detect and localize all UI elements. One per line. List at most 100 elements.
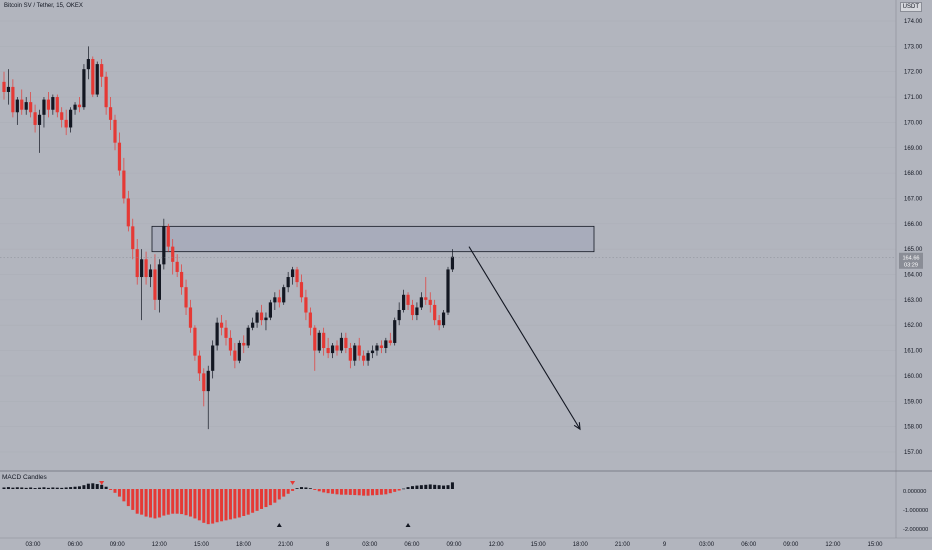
candle[interactable] xyxy=(450,256,455,270)
candle[interactable] xyxy=(197,355,201,374)
candle[interactable] xyxy=(224,327,228,338)
candle[interactable] xyxy=(55,97,59,113)
candle[interactable] xyxy=(335,345,339,351)
candle[interactable] xyxy=(317,332,321,351)
candle[interactable] xyxy=(428,299,432,305)
candle[interactable] xyxy=(242,342,246,346)
candle[interactable] xyxy=(237,342,241,361)
candle[interactable] xyxy=(388,340,392,343)
candle[interactable] xyxy=(144,259,148,278)
candle[interactable] xyxy=(286,277,290,288)
candle[interactable] xyxy=(29,102,33,113)
candle[interactable] xyxy=(117,142,122,171)
indicator-axis[interactable]: 0.000000 -1.000000 -2.000000 xyxy=(903,489,928,533)
candle[interactable] xyxy=(171,246,175,262)
candle[interactable] xyxy=(20,99,24,110)
candle[interactable] xyxy=(357,345,361,356)
currency-badge[interactable]: USDT xyxy=(899,2,922,12)
candle[interactable] xyxy=(131,226,135,250)
candle[interactable] xyxy=(157,264,161,300)
candle[interactable] xyxy=(86,59,90,70)
candle[interactable] xyxy=(108,107,113,120)
candle[interactable] xyxy=(424,297,428,300)
candle[interactable] xyxy=(122,170,126,199)
candle[interactable] xyxy=(69,109,73,128)
candle[interactable] xyxy=(77,104,82,108)
candle[interactable] xyxy=(393,320,397,343)
candle[interactable] xyxy=(73,104,77,110)
candle[interactable] xyxy=(277,297,281,303)
candle[interactable] xyxy=(219,322,224,328)
candle[interactable] xyxy=(370,350,375,354)
candle[interactable] xyxy=(24,102,28,110)
candle[interactable] xyxy=(259,312,264,321)
candle[interactable] xyxy=(51,97,55,110)
candle[interactable] xyxy=(215,322,219,346)
candle[interactable] xyxy=(42,99,46,115)
candle[interactable] xyxy=(104,76,108,108)
candles[interactable] xyxy=(2,46,455,430)
candle[interactable] xyxy=(446,269,450,313)
forecast-arrow[interactable] xyxy=(468,246,581,431)
candle[interactable] xyxy=(184,287,188,308)
candle[interactable] xyxy=(339,337,344,351)
candle[interactable] xyxy=(46,99,50,110)
candle[interactable] xyxy=(410,304,415,316)
candle[interactable] xyxy=(255,312,259,323)
candle[interactable] xyxy=(166,226,170,247)
candle[interactable] xyxy=(95,64,99,95)
candle[interactable] xyxy=(379,345,383,349)
candle[interactable] xyxy=(299,282,304,298)
candle[interactable] xyxy=(308,312,312,328)
candle[interactable] xyxy=(419,297,423,308)
supply-zone[interactable] xyxy=(151,225,595,253)
candle[interactable] xyxy=(126,198,130,227)
candle[interactable] xyxy=(264,317,268,321)
candle[interactable] xyxy=(148,269,153,278)
candle[interactable] xyxy=(37,114,42,125)
symbol-legend[interactable]: Bitcoin SV / Tether, 15, OKEX xyxy=(4,3,83,9)
candle[interactable] xyxy=(437,320,441,326)
candle[interactable] xyxy=(2,81,6,92)
candle[interactable] xyxy=(362,355,366,361)
candle[interactable] xyxy=(375,345,379,351)
candle[interactable] xyxy=(64,119,68,128)
candle[interactable] xyxy=(402,294,406,310)
candle[interactable] xyxy=(153,269,157,300)
candle[interactable] xyxy=(135,249,139,278)
candle[interactable] xyxy=(353,345,357,361)
candle[interactable] xyxy=(193,327,197,356)
candle[interactable] xyxy=(251,322,255,328)
candle[interactable] xyxy=(180,271,184,288)
candle[interactable] xyxy=(206,370,210,392)
zone-layer[interactable] xyxy=(151,225,595,253)
candle[interactable] xyxy=(406,294,410,305)
candle[interactable] xyxy=(228,337,233,351)
candle[interactable] xyxy=(326,348,330,354)
candle[interactable] xyxy=(304,297,308,313)
candle[interactable] xyxy=(366,353,370,361)
forecast-arrow-line[interactable] xyxy=(468,246,581,430)
candle[interactable] xyxy=(348,348,352,361)
candle[interactable] xyxy=(397,309,401,321)
candle[interactable] xyxy=(60,112,64,120)
candle[interactable] xyxy=(211,345,215,371)
candle[interactable] xyxy=(33,112,37,125)
candle[interactable] xyxy=(441,312,446,326)
candle[interactable] xyxy=(433,304,437,321)
candle[interactable] xyxy=(273,297,277,303)
candle[interactable] xyxy=(330,345,335,354)
candle[interactable] xyxy=(415,307,419,316)
candle[interactable] xyxy=(202,373,206,392)
time-axis[interactable]: 03:00 06:00 09:00 12:00 15:00 18:00 21:00 8 03:0… xyxy=(25,542,883,548)
candle[interactable] xyxy=(162,226,166,265)
candle[interactable] xyxy=(291,269,295,278)
price-axis[interactable]: 174.00 173.00 172.00 171.00 170.00 169.00 168.… xyxy=(904,19,923,456)
candle[interactable] xyxy=(188,307,193,328)
candle[interactable] xyxy=(175,261,179,272)
candle[interactable] xyxy=(140,259,144,278)
candle[interactable] xyxy=(282,287,286,303)
candle[interactable] xyxy=(246,327,250,346)
